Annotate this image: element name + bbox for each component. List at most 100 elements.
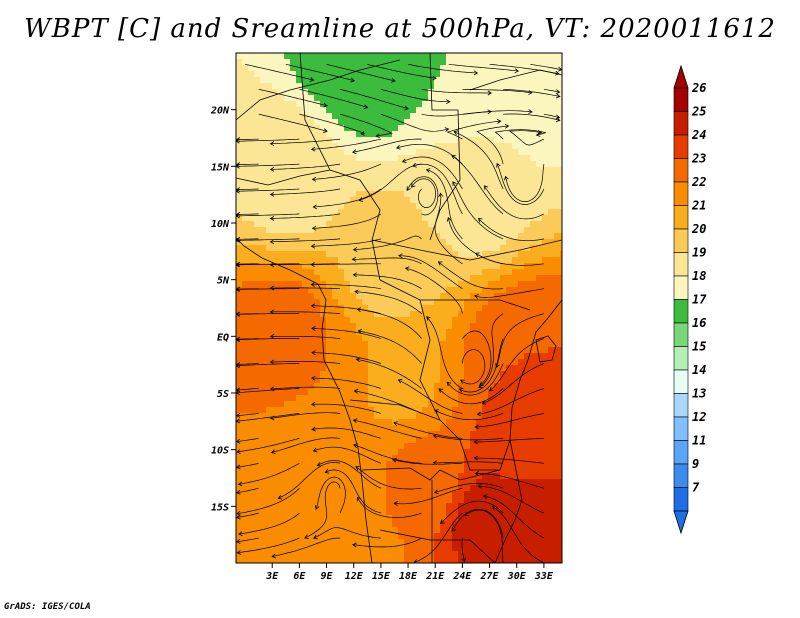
field-cell — [368, 101, 375, 108]
field-cell — [290, 113, 297, 120]
field-cell — [260, 545, 267, 552]
streamline — [496, 163, 545, 205]
field-cell — [314, 497, 321, 504]
field-cell — [242, 299, 249, 306]
field-cell — [248, 149, 255, 156]
field-cell — [284, 83, 291, 90]
field-cell — [518, 455, 525, 462]
field-cell — [476, 89, 483, 96]
field-cell — [260, 443, 267, 450]
field-cell — [416, 545, 423, 552]
field-cell — [236, 107, 243, 114]
field-cell — [422, 167, 429, 174]
field-cell — [512, 371, 519, 378]
field-cell — [536, 329, 543, 336]
field-cell — [338, 347, 345, 354]
field-cell — [428, 113, 435, 120]
field-cell — [446, 125, 453, 132]
field-cell — [458, 281, 465, 288]
field-cell — [278, 353, 285, 360]
field-cell — [308, 503, 315, 510]
field-cell — [524, 545, 531, 552]
field-cell — [440, 83, 447, 90]
field-cell — [470, 311, 477, 318]
field-cell — [278, 233, 285, 240]
field-cell — [266, 107, 273, 114]
field-cell — [542, 143, 549, 150]
field-cell — [536, 287, 543, 294]
field-cell — [410, 503, 417, 510]
field-cell — [314, 131, 321, 138]
field-cell — [530, 413, 537, 420]
field-cell — [248, 101, 255, 108]
field-cell — [296, 191, 303, 198]
field-cell — [254, 389, 261, 396]
field-cell — [536, 413, 543, 420]
field-cell — [524, 233, 531, 240]
field-cell — [374, 167, 381, 174]
field-cell — [422, 293, 429, 300]
field-cell — [296, 545, 303, 552]
field-cell — [368, 527, 375, 534]
field-cell — [398, 461, 405, 468]
field-cell — [242, 515, 249, 522]
field-cell — [416, 203, 423, 210]
field-cell — [386, 509, 393, 516]
field-cell — [236, 77, 243, 84]
field-cell — [464, 557, 471, 563]
field-cell — [296, 341, 303, 348]
streamline-arrow — [358, 197, 364, 202]
field-cell — [332, 455, 339, 462]
field-cell — [368, 317, 375, 324]
field-cell — [302, 143, 309, 150]
field-cell — [476, 77, 483, 84]
field-cell — [344, 311, 351, 318]
field-cell — [446, 299, 453, 306]
field-cell — [380, 509, 387, 516]
field-cell — [428, 407, 435, 414]
field-cell — [536, 347, 543, 354]
field-cell — [344, 467, 351, 474]
field-cell — [452, 263, 459, 270]
field-cell — [476, 305, 483, 312]
field-cell — [518, 203, 525, 210]
field-cell — [506, 545, 513, 552]
field-cell — [428, 215, 435, 222]
field-cell — [350, 89, 357, 96]
field-cell — [416, 83, 423, 90]
field-cell — [560, 371, 562, 378]
field-cell — [368, 287, 375, 294]
field-cell — [242, 71, 249, 78]
field-cell — [260, 173, 267, 180]
field-cell — [524, 95, 531, 102]
field-cell — [518, 65, 525, 72]
field-cell — [446, 491, 453, 498]
field-cell — [362, 263, 369, 270]
field-cell — [332, 275, 339, 282]
field-cell — [530, 521, 537, 528]
field-cell — [410, 125, 417, 132]
field-cell — [374, 257, 381, 264]
field-cell — [536, 245, 543, 252]
field-cell — [464, 299, 471, 306]
field-cell — [518, 335, 525, 342]
field-cell — [554, 305, 561, 312]
field-cell — [488, 53, 495, 60]
field-cell — [260, 539, 267, 546]
field-cell — [338, 287, 345, 294]
streamline — [311, 284, 381, 290]
field-cell — [254, 383, 261, 390]
streamline-arrow — [438, 388, 444, 393]
field-cell — [536, 269, 543, 276]
field-cell — [338, 221, 345, 228]
field-cell — [422, 245, 429, 252]
field-cell — [314, 191, 321, 198]
field-cell — [404, 83, 411, 90]
field-cell — [236, 329, 243, 336]
field-cell — [554, 545, 561, 552]
streamline-arrow — [438, 192, 444, 198]
field-cell — [506, 323, 513, 330]
field-cell — [494, 167, 501, 174]
field-cell — [494, 119, 501, 126]
field-cell — [524, 347, 531, 354]
